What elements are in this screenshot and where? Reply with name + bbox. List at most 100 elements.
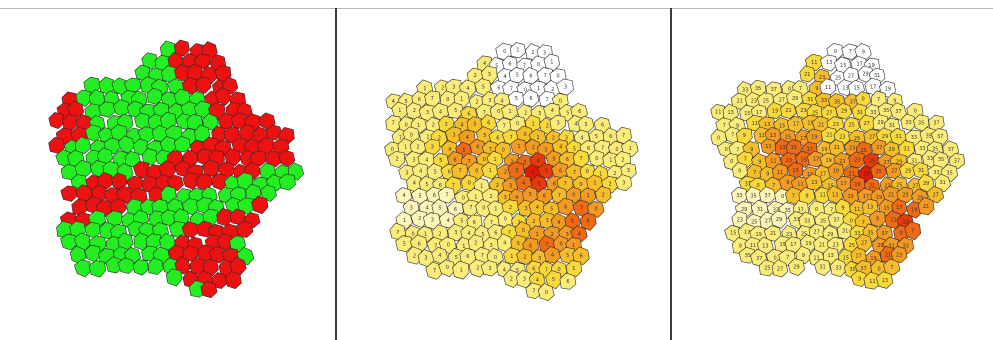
cell-count-label: 3 xyxy=(431,144,434,150)
green-cell xyxy=(165,268,183,287)
cell-count-label: 13 xyxy=(779,145,785,151)
cell-count-label: 33 xyxy=(736,193,742,199)
cell-count-label: 1 xyxy=(518,220,521,226)
cell-count-label: 1 xyxy=(537,135,540,141)
cell-count-label: 6 xyxy=(433,193,436,199)
cell-count-label: 4 xyxy=(439,109,442,115)
cell-count-label: 4 xyxy=(466,86,469,92)
cell-count-label: 15 xyxy=(780,242,786,248)
cell-count-label: 0 xyxy=(410,133,413,139)
heat-cell xyxy=(904,221,922,241)
cell-count-label: 31 xyxy=(918,168,924,174)
cell-count-label: 6 xyxy=(466,254,469,260)
cell-count-label: 0 xyxy=(462,196,465,202)
cell-count-label: 7 xyxy=(799,86,802,92)
cell-count-label: 5 xyxy=(517,241,520,247)
heat-cell xyxy=(501,199,519,216)
heat-cell xyxy=(819,54,838,72)
cell-count-label: 3 xyxy=(454,230,457,236)
cell-count-label: 2 xyxy=(602,192,605,198)
heat-cell xyxy=(438,259,456,277)
cell-count-label: 5 xyxy=(403,241,406,247)
cell-count-label: 6 xyxy=(580,254,583,260)
cell-count-label: 7 xyxy=(483,110,486,116)
cell-count-label: 35 xyxy=(849,267,855,273)
cell-count-label: 9 xyxy=(805,194,808,200)
red-cell xyxy=(194,53,211,70)
numbered-cell-map-a: 0 1 2 34 5 6 7 0 12 3 4 5 6 7 01 2 3 4 5 6 7 0 1 2 34 5 6 7 0 12 3 4 5 6 7… xyxy=(384,42,639,301)
green-cell xyxy=(147,257,164,275)
cell-count-label: 3 xyxy=(509,184,512,190)
cell-count-label: 6 xyxy=(529,96,532,102)
heat-cell xyxy=(451,162,469,180)
cell-count-label: 11 xyxy=(869,279,875,285)
binary-cell-map-panel xyxy=(0,0,336,340)
cell-count-label: 19 xyxy=(826,158,832,164)
cell-count-label: 7 xyxy=(545,242,548,248)
cell-count-label: 2 xyxy=(510,276,513,282)
red-cell xyxy=(62,114,79,131)
cell-count-label: 27 xyxy=(912,183,918,189)
red-cell xyxy=(208,246,227,264)
cell-count-label: 27 xyxy=(883,160,889,166)
heat-cell xyxy=(594,185,612,204)
cell-count-label: 0 xyxy=(558,267,561,273)
heat-cell xyxy=(545,270,562,290)
cell-count-label: 7 xyxy=(580,206,583,212)
cell-count-label: 15 xyxy=(840,63,846,69)
cell-count-label: 15 xyxy=(807,172,813,178)
cell-count-label: 33 xyxy=(905,120,911,126)
cell-count-label: 9 xyxy=(743,133,746,139)
cell-count-label: 0 xyxy=(730,159,733,165)
cell-count-label: 4 xyxy=(392,99,395,105)
heat-cell xyxy=(814,258,831,277)
cell-count-label: 3 xyxy=(627,168,630,174)
cell-count-label: 4 xyxy=(483,61,486,67)
cell-count-label: 5 xyxy=(405,99,408,105)
heat-cell xyxy=(481,65,498,85)
cell-count-label: 2 xyxy=(532,145,535,151)
cell-count-label: 1 xyxy=(460,268,463,274)
cell-count-label: 35 xyxy=(932,147,938,153)
cell-count-label: 11 xyxy=(813,256,819,262)
cell-count-label: 1 xyxy=(536,232,539,238)
cell-count-label: 33 xyxy=(919,146,925,152)
heat-cell xyxy=(896,186,914,204)
panel-divider xyxy=(335,8,337,340)
cell-count-label: 4 xyxy=(504,74,507,80)
cell-count-label: 23 xyxy=(819,75,825,81)
cell-count-label: 25 xyxy=(849,243,855,249)
heat-cell xyxy=(510,138,528,156)
cell-count-label: 7 xyxy=(580,156,583,162)
cell-count-label: 3 xyxy=(622,181,625,187)
heat-cell xyxy=(516,248,534,266)
cell-count-label: 9 xyxy=(815,86,818,92)
heat-cell xyxy=(883,258,901,276)
heat-cell xyxy=(835,103,853,120)
cell-count-label: 6 xyxy=(496,135,499,141)
cell-count-label: 0 xyxy=(560,242,563,248)
cell-count-label: 0 xyxy=(446,265,449,271)
cell-count-label: 2 xyxy=(532,219,535,225)
heat-cell xyxy=(515,125,534,143)
cell-count-label: 23 xyxy=(839,135,845,141)
cell-count-label: 29 xyxy=(741,207,747,213)
cell-count-label: 27 xyxy=(861,240,867,246)
cell-count-label: 37 xyxy=(833,218,839,224)
cell-count-label: 3 xyxy=(546,218,549,224)
cell-count-label: 17 xyxy=(800,136,806,142)
cell-count-label: 31 xyxy=(874,73,880,79)
cell-count-label: 4 xyxy=(403,193,406,199)
green-cell xyxy=(60,233,78,251)
heat-cell xyxy=(507,90,525,108)
cell-count-label: 1 xyxy=(426,135,429,141)
cell-count-label: 5 xyxy=(538,181,541,187)
cell-count-label: 21 xyxy=(869,184,875,190)
cell-count-label: 21 xyxy=(826,132,832,138)
cell-count-label: 2 xyxy=(523,254,526,260)
heat-cell xyxy=(423,138,441,156)
cell-count-label: 7 xyxy=(490,220,493,226)
heat-cell xyxy=(850,270,869,287)
heat-cell xyxy=(889,102,907,121)
cell-count-label: 37 xyxy=(881,231,887,237)
